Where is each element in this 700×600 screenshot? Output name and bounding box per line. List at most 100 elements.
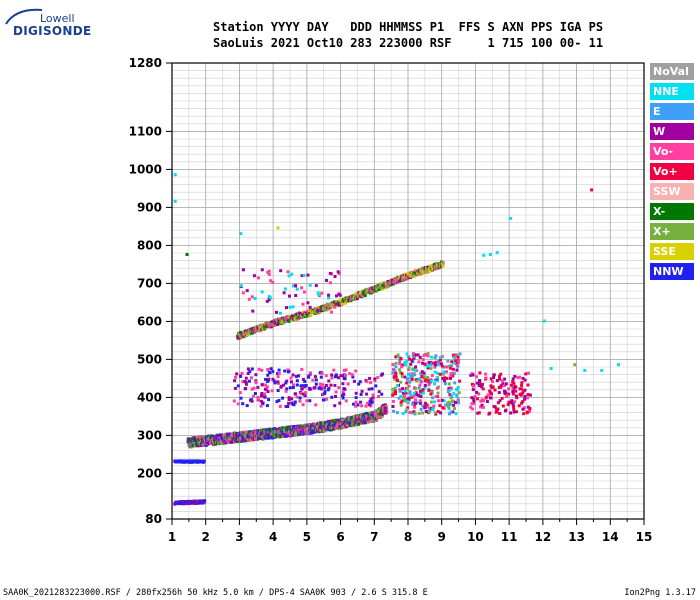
echo-point (376, 376, 380, 379)
echo-point (492, 373, 496, 377)
echo-point (488, 396, 492, 400)
echo-point (436, 371, 439, 375)
echo-point (433, 382, 436, 386)
echo-point (443, 382, 447, 386)
echo-point (301, 377, 305, 381)
echo-point (489, 377, 493, 381)
echo-point (406, 272, 410, 276)
echo-point (233, 379, 237, 383)
y-tick-label: 800 (137, 238, 162, 252)
echo-point (286, 270, 290, 274)
echo-point (395, 411, 399, 415)
echo-point (447, 405, 450, 409)
echo-point (506, 403, 510, 407)
echo-point (300, 367, 304, 371)
echo-point (329, 383, 333, 387)
echo-point (325, 278, 328, 282)
echo-point (436, 379, 440, 383)
echo-point (339, 422, 343, 426)
echo-point (327, 296, 331, 300)
echo-point (400, 375, 404, 379)
echo-point (239, 232, 243, 236)
y-tick-label: 400 (137, 390, 162, 404)
echo-point (347, 417, 351, 421)
echo-point (436, 363, 440, 367)
echo-point (509, 383, 513, 387)
echo-point (290, 380, 293, 384)
echo-point (284, 381, 288, 385)
echo-point (333, 305, 337, 309)
echo-point (482, 253, 486, 257)
echo-point (429, 367, 433, 370)
y-tick-label: 80 (145, 512, 162, 526)
echo-point (272, 379, 276, 383)
echo-point (434, 395, 438, 399)
echo-point (397, 355, 401, 359)
echo-point (333, 275, 337, 278)
echo-point (413, 405, 417, 409)
echo-point (302, 274, 306, 277)
echo-point (338, 426, 342, 430)
logo-lowell: Lowell (40, 12, 75, 25)
echo-point (469, 405, 473, 409)
echo-point (295, 383, 299, 387)
echo-point (250, 387, 254, 391)
echo-point (426, 376, 430, 379)
echo-point (379, 373, 383, 377)
echo-point (327, 293, 331, 297)
echo-point (515, 396, 519, 400)
footer-version: Ion2Png 1.3.17 (624, 588, 696, 598)
echo-point (380, 412, 384, 416)
echo-point (495, 379, 499, 383)
echo-point (419, 372, 423, 376)
echo-point (283, 369, 287, 373)
echo-point (442, 365, 446, 369)
echo-point (399, 401, 403, 405)
echo-point (341, 390, 345, 394)
echo-point (276, 322, 280, 326)
echo-point (404, 391, 408, 395)
echo-point (260, 392, 264, 395)
echo-point (288, 386, 292, 390)
echo-point (244, 376, 248, 380)
echo-point (404, 399, 408, 403)
echo-point (498, 399, 502, 403)
echo-point (207, 434, 211, 438)
echo-point (202, 459, 206, 463)
echo-point (241, 402, 245, 406)
grid-layer (171, 62, 645, 520)
echo-point (514, 394, 518, 398)
echo-point (456, 359, 460, 363)
echo-point (255, 328, 259, 332)
echo-point (289, 376, 293, 380)
echo-point (253, 297, 257, 300)
echo-point (505, 395, 509, 398)
echo-point (403, 375, 407, 379)
echo-point (477, 392, 481, 396)
echo-point (277, 428, 281, 432)
echo-point (521, 389, 525, 393)
echo-point (471, 388, 475, 392)
echo-point (267, 321, 271, 325)
echo-point (368, 403, 371, 407)
echo-point (431, 407, 435, 411)
echo-point (285, 306, 288, 310)
echo-point (286, 368, 290, 372)
echo-point (511, 402, 515, 406)
echo-point (343, 377, 347, 381)
echo-point (316, 291, 320, 295)
echo-point (244, 382, 248, 386)
logo-digisonde: DIGISONDE (13, 24, 92, 38)
echo-point (513, 374, 517, 378)
echo-point (416, 400, 420, 404)
echo-point (414, 401, 418, 405)
echo-point (301, 302, 305, 306)
echo-point (311, 378, 315, 382)
echo-point (291, 305, 295, 309)
legend-item-e: E (650, 103, 694, 120)
echo-point (256, 276, 260, 280)
echo-point (314, 284, 318, 288)
header-labels: Station YYYY DAY DDD HHMMSS P1 FFS S AXN… (213, 20, 604, 34)
echo-point (573, 363, 577, 367)
echo-point (265, 385, 269, 389)
